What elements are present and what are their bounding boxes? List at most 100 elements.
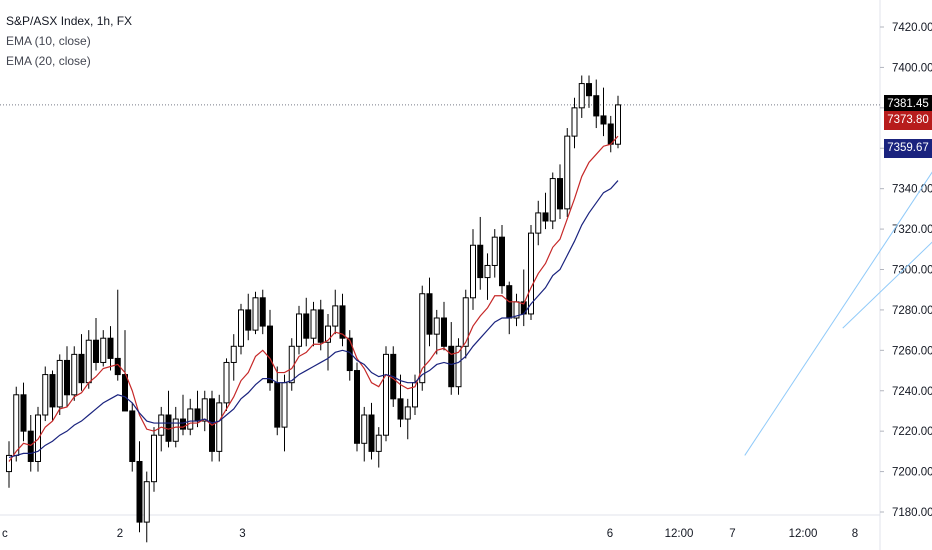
x-tick-label: 7 xyxy=(729,528,735,540)
candle[interactable] xyxy=(557,178,563,210)
candle[interactable] xyxy=(252,297,259,331)
candle[interactable] xyxy=(64,359,70,396)
candle[interactable] xyxy=(78,353,85,384)
candle[interactable] xyxy=(499,236,505,287)
y-tick-label: 7340.00 xyxy=(892,184,932,196)
candle[interactable] xyxy=(20,394,27,432)
candle[interactable] xyxy=(317,309,324,343)
candle[interactable] xyxy=(607,123,614,145)
candle[interactable] xyxy=(158,414,165,436)
candle[interactable] xyxy=(542,212,549,222)
candle[interactable] xyxy=(491,236,498,266)
candle[interactable] xyxy=(187,408,194,430)
ema10-price-tag: 7373.80 xyxy=(884,110,932,130)
candle[interactable] xyxy=(6,454,12,473)
candle[interactable] xyxy=(85,339,92,384)
candle[interactable] xyxy=(56,359,63,408)
candle[interactable] xyxy=(419,293,426,384)
candle[interactable] xyxy=(354,370,360,444)
trendline[interactable] xyxy=(842,0,932,329)
y-tick-label: 7200.00 xyxy=(892,467,932,479)
y-tick-label: 7240.00 xyxy=(892,386,932,398)
candle[interactable] xyxy=(586,83,592,97)
candle[interactable] xyxy=(201,398,208,422)
candle[interactable] xyxy=(571,107,578,137)
candle[interactable] xyxy=(194,408,201,422)
candle[interactable] xyxy=(441,317,447,347)
candle[interactable] xyxy=(151,434,157,483)
candle[interactable] xyxy=(528,232,534,315)
ema20-line[interactable] xyxy=(8,180,619,459)
x-tick-label: 6 xyxy=(607,528,613,540)
candle[interactable] xyxy=(100,337,107,363)
y-tick-label: 7320.00 xyxy=(892,224,932,236)
candle[interactable] xyxy=(180,418,186,430)
ema10-line[interactable] xyxy=(8,135,619,462)
candle[interactable] xyxy=(448,345,455,388)
candle[interactable] xyxy=(281,382,288,428)
candle[interactable] xyxy=(129,410,136,462)
candle[interactable] xyxy=(172,418,179,442)
candle[interactable] xyxy=(600,115,607,125)
candle[interactable] xyxy=(71,353,78,396)
legend-ema20[interactable]: EMA (20, close) xyxy=(6,54,91,68)
candle[interactable] xyxy=(122,374,128,412)
y-tick-label: 7180.00 xyxy=(892,507,932,519)
candle[interactable] xyxy=(593,95,600,117)
candle[interactable] xyxy=(274,382,281,428)
candle[interactable] xyxy=(462,297,469,347)
candle[interactable] xyxy=(303,313,310,339)
candle[interactable] xyxy=(296,313,302,347)
legend-ema10[interactable]: EMA (10, close) xyxy=(6,34,91,48)
candle[interactable] xyxy=(93,339,99,363)
candle[interactable] xyxy=(477,244,484,279)
candle[interactable] xyxy=(325,325,331,343)
trendline[interactable] xyxy=(744,0,932,456)
candle[interactable] xyxy=(368,414,375,452)
candle[interactable] xyxy=(332,305,339,327)
candle[interactable] xyxy=(13,394,20,456)
candle[interactable] xyxy=(426,293,433,335)
x-tick-label: 2 xyxy=(117,528,123,540)
y-tick-label: 7400.00 xyxy=(892,62,932,74)
legend-symbol[interactable]: S&P/ASX Index, 1h, FX xyxy=(6,14,133,28)
candle[interactable] xyxy=(310,309,317,339)
candle[interactable] xyxy=(470,244,476,299)
candle[interactable] xyxy=(42,374,49,416)
candle[interactable] xyxy=(230,345,237,363)
candle[interactable] xyxy=(535,212,542,234)
candle[interactable] xyxy=(238,309,244,347)
candle[interactable] xyxy=(383,353,389,436)
candle[interactable] xyxy=(433,317,440,335)
candle[interactable] xyxy=(143,481,150,523)
candle[interactable] xyxy=(375,434,382,452)
candle[interactable] xyxy=(136,460,143,523)
candle[interactable] xyxy=(245,309,252,331)
candle[interactable] xyxy=(578,83,585,109)
candle[interactable] xyxy=(397,398,404,420)
candle[interactable] xyxy=(107,337,114,359)
candle[interactable] xyxy=(404,406,411,420)
candle[interactable] xyxy=(361,414,368,444)
candle[interactable] xyxy=(615,104,621,145)
candle[interactable] xyxy=(549,178,556,222)
candle[interactable] xyxy=(484,264,491,279)
candle[interactable] xyxy=(49,374,56,408)
chart-legend: S&P/ASX Index, 1h, FX EMA (10, close) EM… xyxy=(6,11,132,71)
y-tick-label: 7280.00 xyxy=(892,305,932,317)
y-tick-label: 7260.00 xyxy=(892,345,932,357)
candle[interactable] xyxy=(223,361,230,404)
x-tick-label: 12:00 xyxy=(665,528,694,540)
y-tick-label: 7420.00 xyxy=(892,22,932,34)
candle[interactable] xyxy=(455,345,462,388)
x-tick-label: 12:00 xyxy=(789,528,818,540)
candle[interactable] xyxy=(259,297,266,327)
candle[interactable] xyxy=(267,325,273,384)
candle[interactable] xyxy=(27,430,34,462)
y-tick-label: 7220.00 xyxy=(892,426,932,438)
candle[interactable] xyxy=(564,135,571,210)
candle[interactable] xyxy=(216,402,223,452)
y-tick-label: 7300.00 xyxy=(892,265,932,277)
candle[interactable] xyxy=(339,305,346,339)
